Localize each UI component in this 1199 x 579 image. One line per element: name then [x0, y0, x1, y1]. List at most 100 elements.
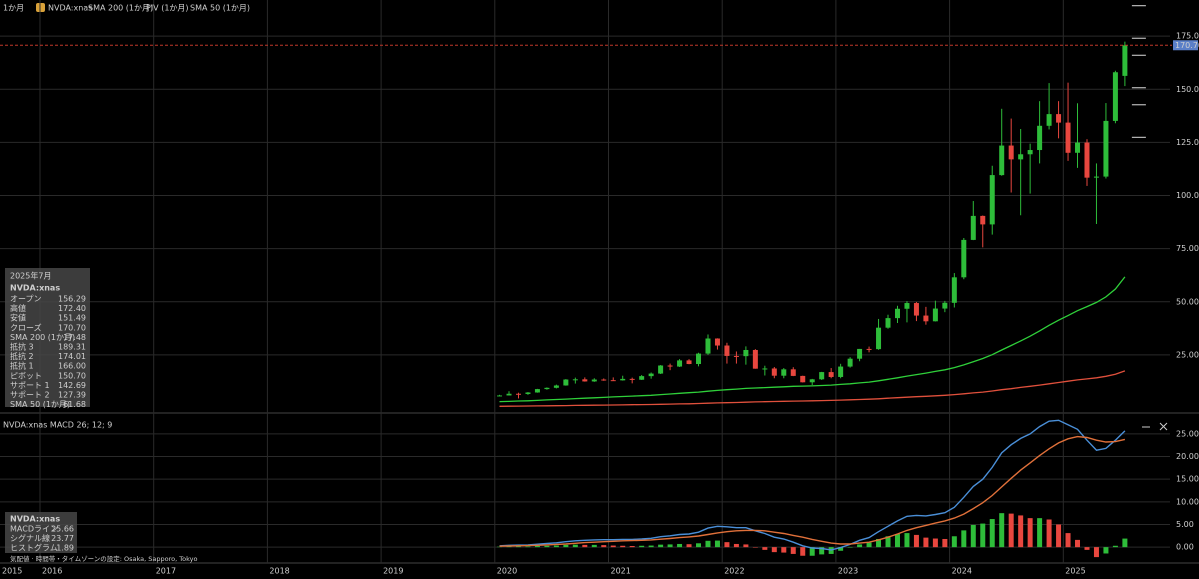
- info-date: 2025年7月: [10, 271, 51, 281]
- histogram-bar: [980, 523, 986, 548]
- histogram-bar: [1065, 533, 1071, 548]
- histogram-bar: [819, 547, 825, 555]
- candle-body: [582, 379, 588, 382]
- candle-body: [648, 373, 654, 377]
- histogram-bar: [1084, 547, 1090, 550]
- y-tick-label: 175.00: [1176, 32, 1199, 41]
- macd-line: [499, 419, 1126, 551]
- histogram-bar: [923, 537, 929, 548]
- histogram-bar: [771, 547, 777, 553]
- histogram-bar: [610, 545, 616, 548]
- study-label: PIV (1か月): [146, 4, 189, 13]
- candle-body: [610, 380, 616, 382]
- candle-body: [506, 393, 512, 396]
- histogram-bar: [743, 544, 749, 548]
- histogram-bar: [677, 543, 683, 548]
- histogram-bar: [620, 545, 626, 548]
- histogram-bar: [1037, 518, 1043, 548]
- y-tick-label: 15.00: [1176, 475, 1199, 484]
- histogram-bar: [553, 545, 559, 548]
- candle-body: [1065, 122, 1071, 153]
- y-tick-label: 25.00: [1176, 429, 1199, 438]
- histogram-bar: [866, 542, 872, 548]
- macd-line: [499, 435, 1126, 547]
- x-tick-label: 2018: [269, 567, 289, 576]
- histogram-bar: [658, 544, 664, 548]
- info-value: 166.00: [58, 362, 86, 371]
- candle-body: [932, 308, 938, 322]
- histogram-bar: [705, 540, 711, 548]
- y-tick-label: 10.00: [1176, 497, 1199, 506]
- candle-body: [876, 327, 882, 350]
- candle-body: [951, 277, 957, 303]
- candle-body: [980, 215, 986, 225]
- histogram-bar: [582, 544, 588, 548]
- candle-body: [1075, 142, 1081, 153]
- candle-body: [686, 360, 692, 365]
- y-tick-label: 100.00: [1176, 191, 1199, 200]
- candle-body: [771, 368, 777, 376]
- candle-body: [696, 353, 702, 365]
- candle-body: [724, 345, 730, 356]
- candle-body: [1112, 72, 1118, 121]
- histogram-bar: [904, 533, 910, 548]
- y-tick-label: 5.00: [1176, 520, 1194, 529]
- info-label: 抵抗 3: [10, 342, 34, 352]
- candle-body: [1103, 120, 1109, 177]
- histogram-bar: [639, 545, 645, 548]
- info-value: 174.01: [58, 352, 86, 361]
- info-symbol: NVDA:xnas: [10, 284, 60, 293]
- macd-legend-value: 23.77: [51, 534, 74, 543]
- candle-body: [904, 303, 910, 309]
- y-tick-label: 50.00: [1176, 297, 1199, 306]
- info-label: クローズ: [10, 322, 42, 332]
- info-value: 189.31: [58, 343, 86, 352]
- info-label: サポート 1: [10, 381, 50, 390]
- histogram-bar: [932, 538, 938, 548]
- candle-body: [1084, 142, 1090, 178]
- histogram-bar: [686, 544, 692, 548]
- histogram-bar: [667, 544, 673, 548]
- sma-line: [499, 370, 1126, 407]
- histogram-bar: [1112, 545, 1118, 548]
- histogram-bar: [961, 530, 967, 548]
- y-tick-label: 20.00: [1176, 452, 1199, 461]
- histogram-bar: [989, 519, 995, 548]
- candle-body: [544, 387, 550, 390]
- histogram-bar: [838, 547, 844, 551]
- macd-controls[interactable]: [1142, 422, 1168, 431]
- histogram-bar: [648, 545, 654, 548]
- candle-body: [942, 302, 948, 309]
- macd-legend-value: 1.89: [56, 544, 74, 553]
- candle-body: [819, 372, 825, 380]
- candle-body: [563, 379, 569, 386]
- macd-legend-label: シグナル線: [10, 533, 50, 543]
- candle-body: [762, 368, 768, 370]
- candle-body: [515, 393, 521, 395]
- histogram-bar: [800, 547, 806, 556]
- candle-body: [913, 303, 919, 316]
- info-label: SMA 200 (1か月): [10, 333, 75, 342]
- info-label: サポート 2: [10, 391, 50, 400]
- candle-body: [847, 358, 853, 367]
- y-tick-label: 0.00: [1176, 543, 1194, 552]
- candle-body: [1056, 114, 1062, 123]
- histogram-bar: [572, 544, 578, 548]
- info-label: ピボット: [10, 371, 42, 380]
- close-icon[interactable]: [1159, 422, 1168, 431]
- candle-body: [591, 379, 597, 382]
- histogram-bar: [970, 524, 976, 548]
- histogram-bar: [885, 536, 891, 548]
- x-tick-label: 2019: [383, 567, 403, 576]
- candle-body: [639, 376, 645, 380]
- histogram-bar: [601, 545, 607, 548]
- histogram-bar: [876, 538, 882, 548]
- histogram-bar: [809, 547, 815, 556]
- histogram-bar: [1056, 524, 1062, 548]
- info-value: 150.70: [58, 371, 86, 380]
- candle-body: [1018, 154, 1024, 160]
- histogram-bar: [1018, 515, 1024, 548]
- histogram-bar: [733, 543, 739, 548]
- histogram-bar: [894, 534, 900, 548]
- candle-body: [857, 348, 863, 359]
